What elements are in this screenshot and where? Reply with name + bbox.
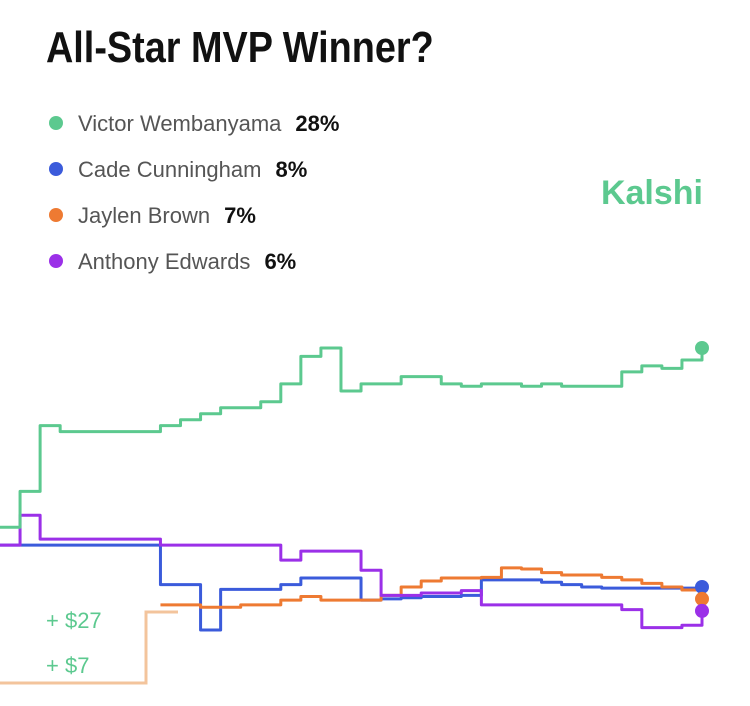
end-dot	[695, 341, 709, 355]
end-dot	[695, 591, 709, 606]
chart-title: All-Star MVP Winner?	[46, 22, 434, 71]
payout-label: + $7	[46, 653, 89, 678]
series-line	[0, 543, 704, 632]
series-line	[0, 346, 704, 529]
brand: Kalshi	[601, 174, 703, 212]
legend-dot	[49, 162, 63, 176]
legend-label: Cade Cunningham	[78, 157, 261, 182]
legend-dot	[49, 116, 63, 130]
end-dot	[695, 603, 709, 618]
series-line	[160, 566, 704, 609]
payout-line	[0, 610, 178, 685]
legend-value: 28%	[295, 111, 339, 136]
legend-dot	[49, 208, 63, 222]
legend-dot	[49, 254, 63, 268]
series-line	[0, 513, 704, 630]
legend-value: 8%	[275, 157, 307, 182]
legend-value: 6%	[264, 249, 296, 274]
legend-value: 7%	[224, 203, 256, 228]
legend-label: Anthony Edwards	[78, 249, 250, 274]
legend-label: Victor Wembanyama	[78, 111, 282, 136]
end-dot	[695, 579, 709, 594]
legend-label: Jaylen Brown	[78, 203, 210, 228]
payout-label: + $27	[46, 608, 102, 633]
